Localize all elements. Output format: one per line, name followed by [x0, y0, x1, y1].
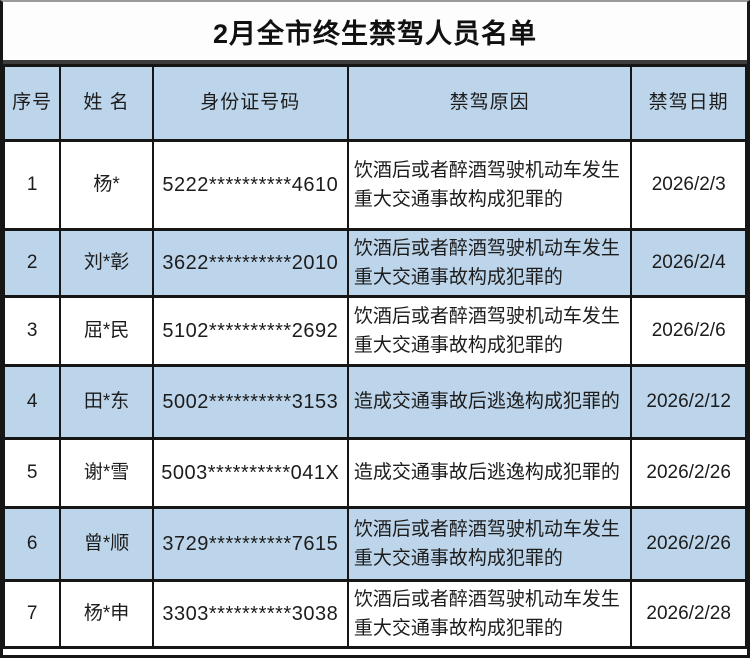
table-row: 4 田*东 5002**********3153 造成交通事故后逃逸构成犯罪的 …: [3, 364, 747, 440]
cell-id-number: 5002**********3153: [151, 364, 349, 440]
cell-serial-number: 1: [3, 139, 62, 231]
cell-name: 田*东: [59, 364, 154, 440]
header-ban-date: 禁驾日期: [630, 64, 747, 142]
cell-ban-reason: 造成交通事故后逃逸构成犯罪的: [346, 364, 633, 440]
table-row: 7 杨*申 3303**********3038 饮酒后或者醉酒驾驶机动车发生重…: [3, 579, 747, 649]
cell-ban-date: 2026/2/4: [630, 228, 747, 298]
cell-ban-reason: 饮酒后或者醉酒驾驶机动车发生重大交通事故构成犯罪的: [346, 579, 633, 649]
header-ban-reason: 禁驾原因: [346, 64, 633, 142]
cell-ban-date: 2026/2/26: [630, 506, 747, 582]
cell-serial-number: 7: [3, 579, 62, 649]
cell-id-number: 3729**********7615: [151, 506, 349, 582]
table-row: 5 谢*雪 5003**********041X 造成交通事故后逃逸构成犯罪的 …: [3, 437, 747, 509]
cell-name: 屈*民: [59, 295, 154, 367]
cell-name: 刘*彰: [59, 228, 154, 298]
cell-id-number: 5003**********041X: [151, 437, 349, 509]
cell-id-number: 5102**********2692: [151, 295, 349, 367]
cell-ban-reason: 饮酒后或者醉酒驾驶机动车发生重大交通事故构成犯罪的: [346, 295, 633, 367]
page-title: 2月全市终生禁驾人员名单: [212, 18, 537, 49]
cell-id-number: 3622**********2010: [151, 228, 349, 298]
header-id-number: 身份证号码: [151, 64, 349, 142]
header-serial-number: 序号: [3, 64, 62, 142]
cell-name: 杨*: [59, 139, 154, 231]
cell-ban-reason: 饮酒后或者醉酒驾驶机动车发生重大交通事故构成犯罪的: [346, 506, 633, 582]
header-row: 序号 姓 名 身份证号码 禁驾原因 禁驾日期: [3, 64, 747, 142]
cell-ban-date: 2026/2/28: [630, 579, 747, 649]
table-row: 1 杨* 5222**********4610 饮酒后或者醉酒驾驶机动车发生重大…: [3, 139, 747, 231]
cell-ban-date: 2026/2/12: [630, 364, 747, 440]
cell-name: 杨*申: [59, 579, 154, 649]
cell-id-number: 3303**********3038: [151, 579, 349, 649]
cell-name: 曾*顺: [59, 506, 154, 582]
cell-ban-reason: 饮酒后或者醉酒驾驶机动车发生重大交通事故构成犯罪的: [346, 139, 633, 231]
cell-ban-date: 2026/2/26: [630, 437, 747, 509]
cell-serial-number: 5: [3, 437, 62, 509]
cell-serial-number: 2: [3, 228, 62, 298]
cell-id-number: 5222**********4610: [151, 139, 349, 231]
cell-serial-number: 3: [3, 295, 62, 367]
cell-serial-number: 6: [3, 506, 62, 582]
ban-table: 序号 姓 名 身份证号码 禁驾原因 禁驾日期 1 杨* 5222********…: [3, 64, 747, 649]
cell-ban-reason: 饮酒后或者醉酒驾驶机动车发生重大交通事故构成犯罪的: [346, 228, 633, 298]
cell-ban-reason: 造成交通事故后逃逸构成犯罪的: [346, 437, 633, 509]
table-row: 3 屈*民 5102**********2692 饮酒后或者醉酒驾驶机动车发生重…: [3, 295, 747, 367]
table-row: 6 曾*顺 3729**********7615 饮酒后或者醉酒驾驶机动车发生重…: [3, 506, 747, 582]
cell-name: 谢*雪: [59, 437, 154, 509]
cell-ban-date: 2026/2/6: [630, 295, 747, 367]
header-name: 姓 名: [59, 64, 154, 142]
title-bar: 2月全市终生禁驾人员名单: [3, 2, 747, 64]
cell-serial-number: 4: [3, 364, 62, 440]
cell-ban-date: 2026/2/3: [630, 139, 747, 231]
table-row: 2 刘*彰 3622**********2010 饮酒后或者醉酒驾驶机动车发生重…: [3, 228, 747, 298]
